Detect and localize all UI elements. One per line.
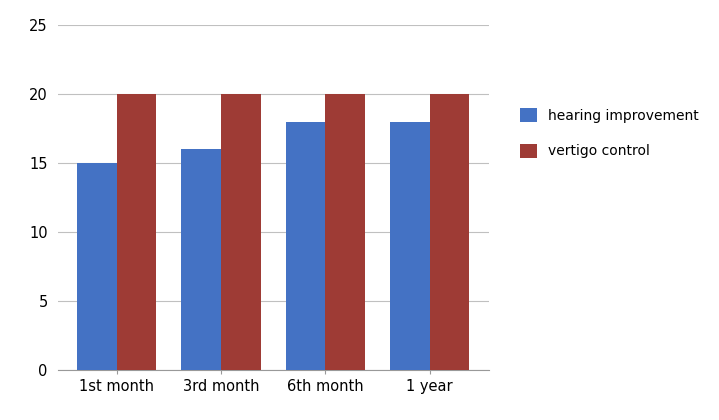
- Bar: [326, 94, 365, 370]
- Bar: [181, 149, 221, 370]
- Bar: [390, 122, 430, 370]
- Bar: [221, 94, 261, 370]
- Bar: [285, 122, 326, 370]
- Legend: hearing improvement, vertigo control: hearing improvement, vertigo control: [513, 101, 705, 165]
- Bar: [77, 163, 116, 370]
- Bar: [430, 94, 470, 370]
- Bar: [116, 94, 157, 370]
